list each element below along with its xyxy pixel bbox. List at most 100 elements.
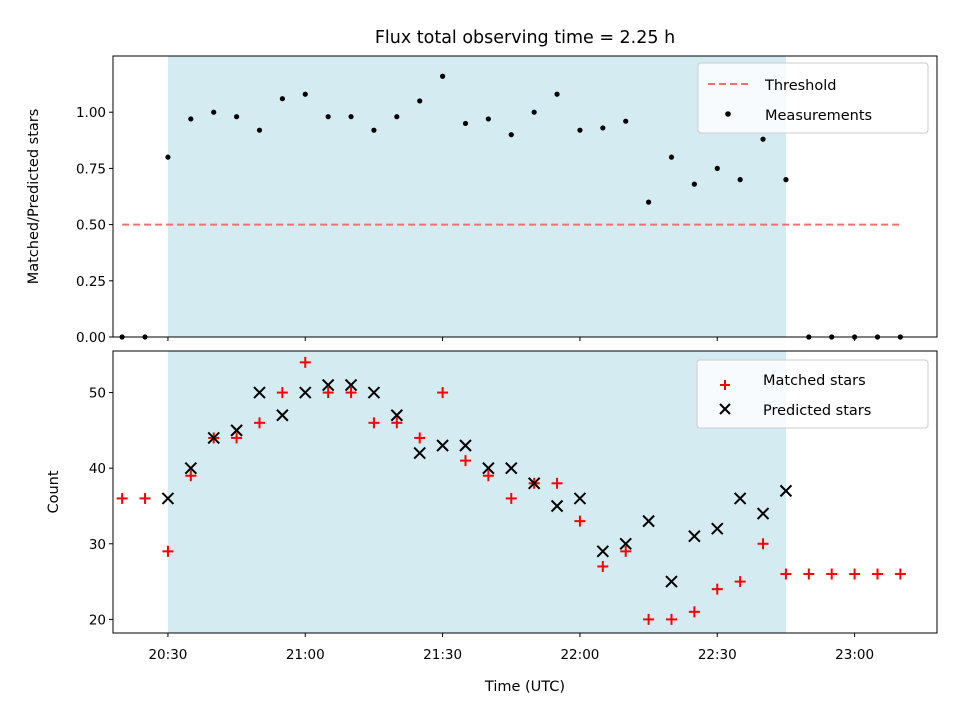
matched-star-point xyxy=(780,568,792,580)
predicted-star-point xyxy=(756,507,770,520)
matched-star-point xyxy=(894,568,906,580)
matched-star-point xyxy=(162,545,174,557)
legend-predicted-label: Predicted stars xyxy=(763,403,871,419)
y-tick-label: 30 xyxy=(89,537,106,553)
measurement-point xyxy=(302,91,308,97)
measurement-point xyxy=(577,127,583,133)
predicted-star-point xyxy=(276,409,289,422)
measurement-point xyxy=(371,127,377,133)
predicted-star-point xyxy=(505,461,518,475)
matched-star-point xyxy=(871,568,883,580)
predicted-star-point xyxy=(642,514,655,528)
matched-star-point xyxy=(757,538,769,550)
matched-star-point xyxy=(116,492,128,504)
predicted-star-point xyxy=(253,386,266,399)
predicted-star-point xyxy=(230,424,243,437)
y-tick-label: 0.50 xyxy=(76,218,106,234)
matched-star-point xyxy=(299,356,311,368)
count-y-axis-label: Count xyxy=(46,470,62,513)
measurement-point xyxy=(646,199,652,205)
predicted-star-point xyxy=(299,386,312,399)
measurement-point xyxy=(600,125,606,131)
matched-star-point xyxy=(643,613,655,625)
predicted-star-point xyxy=(688,530,701,543)
measurement-points xyxy=(119,73,903,340)
measurement-point xyxy=(623,118,629,124)
matched-star-point xyxy=(505,492,517,504)
predicted-star-point xyxy=(733,492,747,505)
ratio-panel-frame xyxy=(112,55,938,338)
chart-title: Flux total observing time = 2.25 h xyxy=(375,28,675,48)
measurement-point xyxy=(462,120,469,127)
matched-star-point xyxy=(597,560,609,572)
matched-star-point xyxy=(849,568,861,580)
matched-star-point xyxy=(734,576,746,588)
legend-measurements-swatch xyxy=(725,111,731,117)
predicted-star-point xyxy=(550,499,564,513)
matched-star-point xyxy=(482,470,494,482)
measurement-point xyxy=(531,109,537,115)
measurement-point xyxy=(508,132,514,138)
y-tick-label: 1.00 xyxy=(76,105,106,121)
measurement-point xyxy=(554,91,560,97)
predicted-star-point xyxy=(436,439,449,452)
measurement-point xyxy=(256,127,263,133)
matched-star-point xyxy=(414,432,426,444)
matched-star-point xyxy=(551,477,563,489)
predicted-star-point xyxy=(573,492,587,505)
predicted-star-point xyxy=(207,431,220,445)
matched-star-point xyxy=(620,545,632,557)
measurement-point xyxy=(668,154,675,160)
ratio-y-ticks: 0.00 0.25 0.50 0.75 1.00 xyxy=(76,105,113,346)
measurement-point xyxy=(234,114,240,120)
x-tick-label: 22:00 xyxy=(560,647,599,663)
measurement-point xyxy=(165,154,171,160)
observing-window-shade-count xyxy=(167,351,786,633)
predicted-star-point xyxy=(321,378,335,392)
measurement-point xyxy=(691,181,697,187)
predicted-star-point xyxy=(711,522,724,535)
predicted-star-point xyxy=(482,461,495,475)
count-points xyxy=(116,356,906,625)
y-tick-label: 40 xyxy=(89,461,106,477)
predicted-star-point xyxy=(344,378,358,392)
ratio-y-axis-label: Matched/Predicted stars xyxy=(26,109,42,285)
measurement-point xyxy=(394,114,400,120)
matched-star-point xyxy=(391,417,403,429)
measurement-point xyxy=(783,177,789,183)
matched-star-point xyxy=(803,568,815,580)
predicted-star-point xyxy=(619,537,632,550)
legend-matched-swatch xyxy=(720,380,730,390)
predicted-star-point xyxy=(184,461,198,475)
measurement-point xyxy=(440,73,446,79)
measurement-point xyxy=(325,114,331,120)
predicted-star-point xyxy=(527,477,541,490)
legend-predicted-swatch xyxy=(719,403,731,415)
observing-window-shade xyxy=(167,56,786,337)
count-y-ticks: 20 30 40 50 xyxy=(89,386,113,628)
predicted-star-point xyxy=(665,575,678,588)
matched-star-point xyxy=(688,606,700,618)
matched-star-point xyxy=(459,455,471,467)
ratio-panel: 0.00 0.25 0.50 0.75 1.00 Matched/Predicted s… xyxy=(26,55,938,346)
y-tick-label: 0.25 xyxy=(76,274,106,290)
ratio-legend-box xyxy=(697,62,929,134)
measurement-point xyxy=(279,96,285,102)
measurement-point xyxy=(188,116,194,122)
ratio-x-ticks xyxy=(167,337,856,341)
predicted-star-point xyxy=(413,446,426,460)
measurement-point xyxy=(737,177,743,183)
measurement-point xyxy=(714,165,720,171)
matched-star-point xyxy=(437,387,449,399)
matched-star-point xyxy=(345,387,357,399)
predicted-star-point xyxy=(390,409,404,422)
predicted-star-point xyxy=(779,484,793,498)
measurement-point xyxy=(211,109,217,115)
measurement-point xyxy=(348,114,354,120)
matched-star-point xyxy=(368,417,380,429)
y-tick-label: 0.75 xyxy=(76,161,106,177)
matched-star-point xyxy=(231,432,243,444)
x-tick-label: 22:30 xyxy=(698,647,737,663)
